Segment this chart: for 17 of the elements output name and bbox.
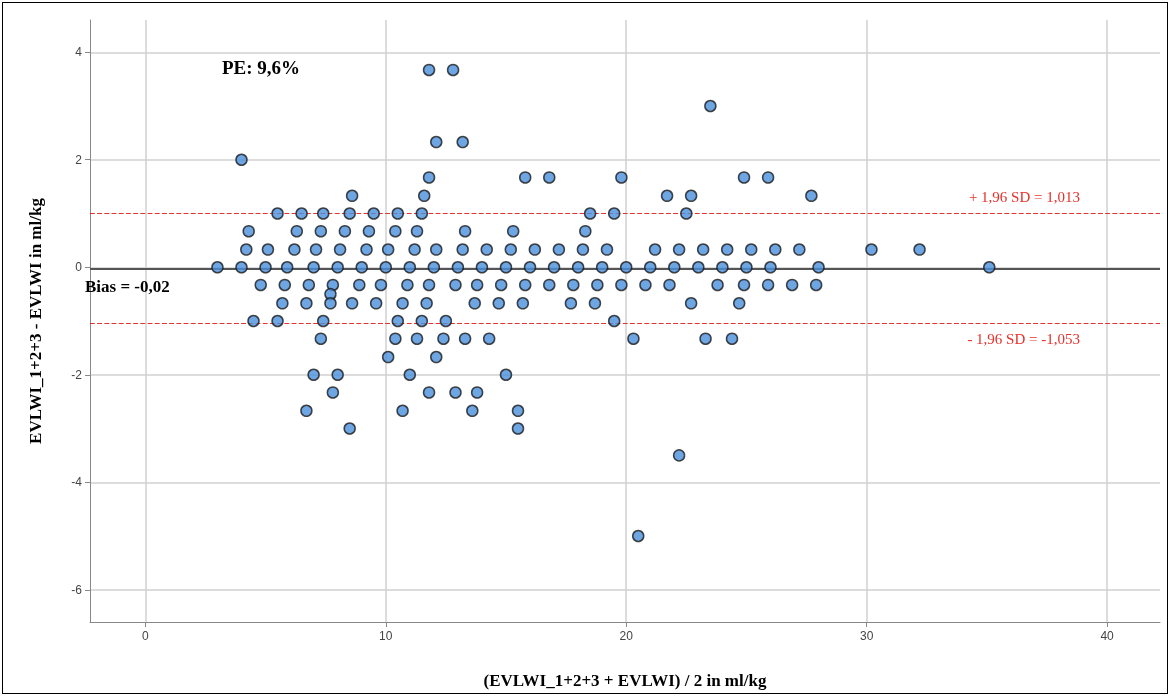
y-tick-label: -6 — [71, 582, 83, 597]
x-tick-label: 20 — [619, 629, 634, 643]
x-tick-label: 0 — [141, 629, 149, 643]
ref-line-label: Bias = -0,02 — [85, 277, 170, 297]
y-tick-label: -2 — [71, 367, 83, 382]
y-tick-label: 0 — [75, 260, 83, 275]
y-tick-label: 4 — [75, 45, 83, 60]
ref-line-label: - 1,96 SD = -1,053 — [967, 331, 1080, 348]
ref-line-label: + 1,96 SD = 1,013 — [968, 189, 1080, 206]
y-tick-label: 2 — [75, 152, 83, 167]
x-tick-label: 10 — [379, 629, 393, 643]
x-tick-label: 40 — [1100, 629, 1115, 643]
y-tick-label: -4 — [71, 475, 83, 490]
x-axis-title: (EVLWI_1+2+3 + EVLWI) / 2 in ml/kg — [483, 671, 767, 690]
y-axis-title: EVLWI_1+2+3 - EVLWI in ml/kg — [26, 197, 45, 444]
x-tick-label: 30 — [859, 629, 874, 643]
annotation: PE: 9,6% — [222, 57, 301, 78]
